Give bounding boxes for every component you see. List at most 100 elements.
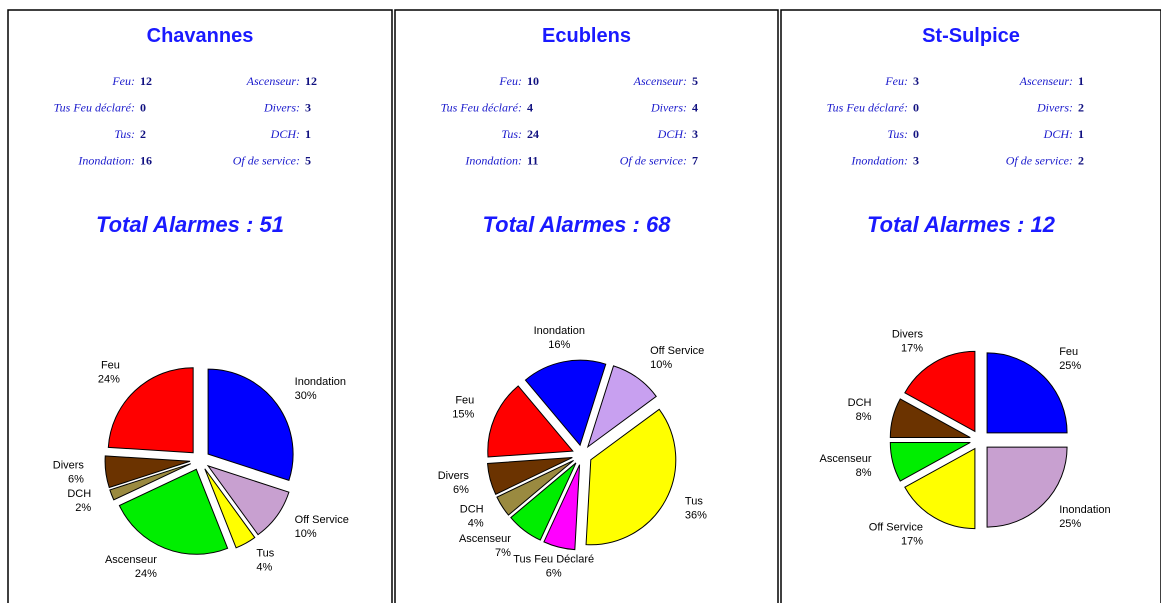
stat-label: Feu:: [498, 74, 522, 88]
stat-value: 10: [527, 74, 539, 88]
pie-slice: [889, 398, 971, 439]
slice-percent: 16%: [548, 339, 570, 351]
slice-label: Feu: [101, 360, 120, 372]
stat-value: 5: [692, 74, 698, 88]
slice-percent: 4%: [468, 517, 484, 529]
stat-label: Inondation:: [464, 154, 522, 168]
pie-slice: [543, 464, 581, 551]
slice-label: Tus Feu Déclaré: [513, 554, 594, 566]
pie-slice: [904, 447, 976, 530]
stat-label: Feu:: [884, 74, 908, 88]
stat-label: DCH:: [657, 127, 687, 141]
pie-slice: [986, 446, 1068, 528]
stat-label: Tus Feu déclaré:: [441, 101, 522, 115]
slice-label: Divers: [53, 460, 85, 472]
slice-percent: 30%: [295, 390, 317, 402]
stat-label: DCH:: [1043, 127, 1073, 141]
stat-value: 1: [1078, 74, 1084, 88]
stat-value: 5: [305, 154, 311, 168]
slice-label: Ascenseur: [820, 453, 872, 465]
stat-value: 2: [1078, 154, 1084, 168]
slice-percent: 24%: [135, 568, 157, 580]
total-value: 51: [259, 212, 283, 237]
stat-value: 0: [140, 101, 146, 115]
slice-percent: 8%: [856, 411, 872, 423]
slice-label: Divers: [892, 329, 924, 341]
slice-label: DCH: [67, 488, 91, 500]
slice-label: Off Service: [869, 521, 923, 533]
stat-label: Of de service:: [1006, 154, 1073, 168]
slice-percent: 10%: [295, 528, 317, 540]
stat-value: 1: [305, 127, 311, 141]
stat-label: Ascenseur:: [246, 74, 300, 88]
pie-slice: [524, 359, 607, 447]
slice-percent: 2%: [75, 502, 91, 514]
pie-slice: [904, 350, 976, 433]
pie-slice: [118, 468, 229, 555]
slice-percent: 17%: [901, 343, 923, 355]
slice-label: Off Service: [650, 345, 704, 357]
stat-label: Divers:: [650, 101, 687, 115]
total: Total Alarmes : 68: [483, 212, 672, 237]
stat-label: Of de service:: [620, 154, 687, 168]
slice-label: Tus: [685, 496, 703, 508]
stat-label: Inondation:: [850, 154, 908, 168]
panel-title: Ecublens: [542, 25, 631, 47]
stat-label: Inondation:: [77, 154, 135, 168]
total-label: Total Alarmes :: [867, 212, 1024, 237]
stat-value: 1: [1078, 127, 1084, 141]
pie-slice: [204, 468, 256, 549]
total-label: Total Alarmes :: [96, 212, 253, 237]
stat-value: 7: [692, 154, 698, 168]
pie-slice: [889, 441, 971, 482]
slice-percent: 4%: [256, 562, 272, 574]
panel-border: [780, 9, 1161, 603]
stat-value: 0: [913, 101, 919, 115]
stat-value: 12: [305, 74, 317, 88]
total-value: 12: [1030, 212, 1055, 237]
stat-value: 3: [305, 101, 311, 115]
stat-label: Tus:: [887, 127, 908, 141]
stat-value: 3: [692, 127, 698, 141]
pie-slice: [109, 463, 191, 501]
stat-label: Feu:: [111, 74, 135, 88]
stat-label: Tus Feu déclaré:: [827, 101, 908, 115]
total: Total Alarmes : 51: [96, 212, 284, 237]
panel-border: [7, 9, 393, 603]
stat-label: Ascenseur:: [633, 74, 687, 88]
slice-label: DCH: [460, 503, 484, 515]
stat-value: 24: [527, 127, 539, 141]
panel-border: [394, 9, 779, 603]
slice-percent: 17%: [901, 535, 923, 547]
stat-value: 0: [913, 127, 919, 141]
panel-title: Chavannes: [147, 25, 254, 47]
pie-slice: [510, 462, 577, 541]
slice-label: Inondation: [295, 376, 346, 388]
slice-percent: 6%: [68, 474, 84, 486]
pie-slice: [585, 408, 677, 546]
slice-label: Ascenseur: [459, 533, 511, 545]
slice-label: DCH: [848, 397, 872, 409]
stat-value: 4: [527, 101, 533, 115]
pie-slice: [107, 367, 194, 454]
slice-percent: 25%: [1059, 360, 1081, 372]
pie-slice: [496, 459, 574, 516]
stat-label: Tus Feu déclaré:: [54, 101, 135, 115]
slice-percent: 6%: [546, 568, 562, 580]
slice-label: Off Service: [295, 514, 349, 526]
total-value: 68: [646, 212, 671, 237]
slice-percent: 8%: [856, 467, 872, 479]
pie-slice: [586, 365, 657, 449]
stat-label: Divers:: [263, 101, 300, 115]
pie-slice: [207, 368, 294, 482]
stat-value: 2: [140, 127, 146, 141]
slice-percent: 15%: [452, 408, 474, 420]
slice-percent: 7%: [495, 547, 511, 559]
total: Total Alarmes : 12: [867, 212, 1056, 237]
slice-label: Feu: [455, 394, 474, 406]
slice-percent: 25%: [1059, 518, 1081, 530]
slice-label: Ascenseur: [105, 554, 157, 566]
panel-title: St-Sulpice: [922, 25, 1020, 47]
